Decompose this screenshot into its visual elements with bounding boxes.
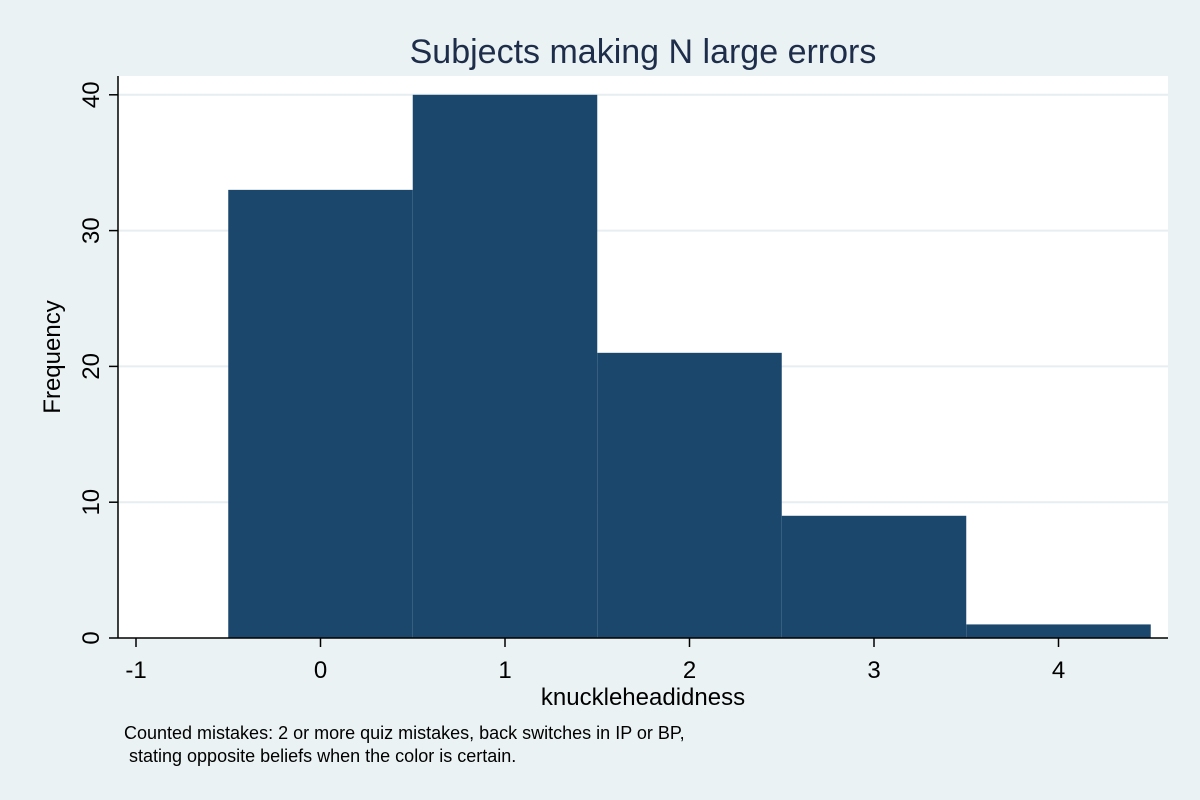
x-tick-label: 0 xyxy=(314,657,327,684)
y-tick-label: 20 xyxy=(78,353,105,380)
axes xyxy=(117,76,1168,639)
note-line-2: stating opposite beliefs when the color … xyxy=(124,746,516,766)
histogram-bar xyxy=(781,515,967,638)
x-axis-label: knuckleheadidness xyxy=(541,684,745,711)
histogram-bar xyxy=(228,189,413,639)
y-tick-label: 40 xyxy=(78,81,105,108)
x-tick-label: 3 xyxy=(867,657,880,684)
x-tick-label: 4 xyxy=(1052,657,1065,684)
note-line-1: Counted mistakes: 2 or more quiz mistake… xyxy=(124,723,685,743)
x-tick-label: 2 xyxy=(683,657,696,684)
histogram-bar xyxy=(597,352,782,638)
chart-title: Subjects making N large errors xyxy=(410,33,877,71)
histogram-bar xyxy=(412,94,598,639)
histogram-bar xyxy=(966,624,1151,638)
x-ticks: -1 0 1 2 3 4 xyxy=(125,638,1065,684)
x-tick-label: -1 xyxy=(125,657,146,684)
x-tick-label: 1 xyxy=(498,657,511,684)
y-tick-label: 0 xyxy=(78,631,105,644)
y-ticks: 0 10 20 30 40 xyxy=(78,81,118,645)
y-axis-label: Frequency xyxy=(39,300,66,413)
bars xyxy=(228,94,1151,639)
y-tick-label: 30 xyxy=(78,217,105,244)
y-tick-label: 10 xyxy=(78,489,105,516)
